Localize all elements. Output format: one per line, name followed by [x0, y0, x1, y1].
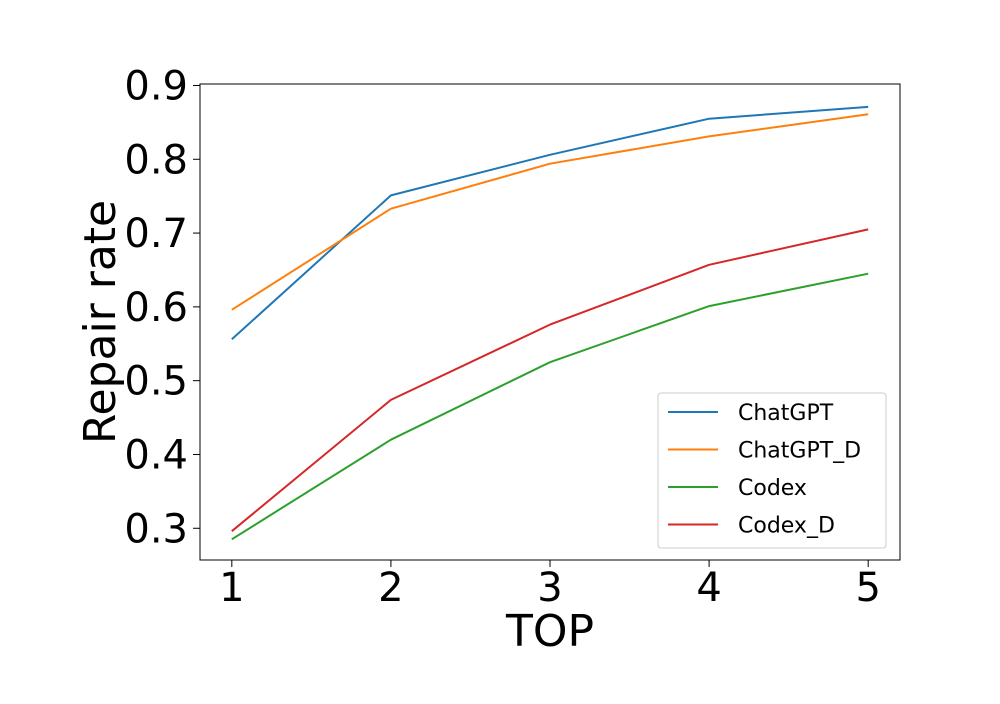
plot-frame [199, 83, 901, 561]
x-tick-label: 1 [219, 565, 244, 611]
x-tick-label: 4 [696, 565, 721, 611]
legend-label: ChatGPT [738, 401, 834, 426]
y-tick-label: 0.6 [124, 285, 188, 331]
y-tick-label: 0.5 [124, 359, 188, 405]
x-tick-label: 2 [378, 565, 403, 611]
y-tick-label: 0.3 [124, 506, 188, 552]
x-axis-label: TOP [505, 606, 594, 657]
legend-label: Codex_D [738, 514, 835, 539]
y-tick-label: 0.9 [124, 63, 188, 109]
legend-label: ChatGPT_D [738, 439, 861, 464]
series-line-chatgpt-d [231, 113, 869, 311]
y-tick-label: 0.8 [124, 137, 188, 183]
y-tick-label: 0.7 [124, 211, 188, 257]
y-axis-label: Repair rate [75, 200, 126, 444]
legend-box [657, 392, 887, 549]
legend: ChatGPT ChatGPT_D Codex Codex_D [657, 392, 887, 549]
series-lines [231, 105, 869, 541]
x-tick-label: 3 [537, 565, 562, 611]
series-line-chatgpt [231, 105, 869, 341]
series-line-codex [231, 272, 869, 541]
x-tick-label: 5 [855, 565, 880, 611]
legend-label: Codex [738, 476, 807, 501]
ticks-layer: 1 2 3 4 5 0.3 0.4 0.5 0.6 0.7 0.8 0.9 [124, 63, 881, 611]
series-line-codex-d [231, 228, 869, 532]
y-tick-label: 0.4 [124, 432, 188, 478]
